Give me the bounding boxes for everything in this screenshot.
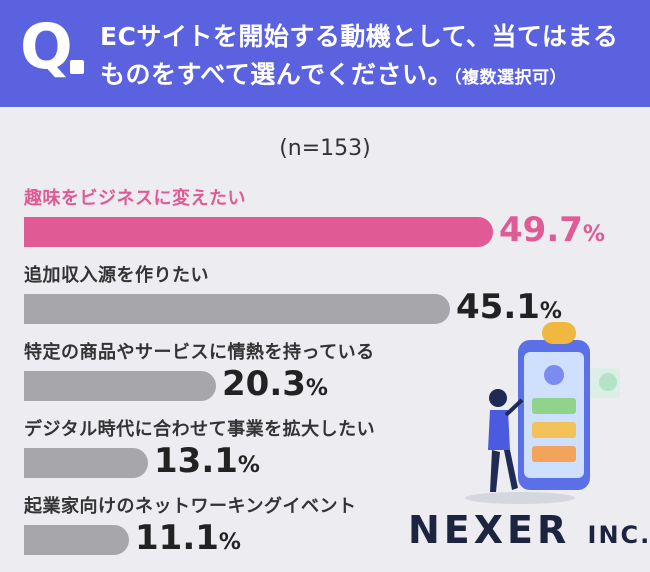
category-label: 起業家向けのネットワーキングイベント (24, 496, 357, 517)
value-label: 45.1% (456, 290, 562, 324)
question-text: ECサイトを開始する動機として、当てはまる ものをすべて選んでください。（複数選… (100, 18, 640, 97)
question-line-1: ECサイトを開始する動機として、当てはまる (100, 22, 619, 51)
q-mark-dot (70, 60, 84, 74)
value-number: 45.1 (456, 287, 540, 327)
percent-sign: % (237, 453, 260, 478)
value-label: 49.7% (499, 213, 605, 247)
bar (24, 448, 148, 478)
bar (24, 294, 450, 324)
percent-sign: % (305, 376, 328, 401)
nexer-logo: NEXER INC. (408, 508, 650, 552)
percent-sign: % (582, 222, 605, 247)
value-number: 11.1 (135, 518, 219, 558)
q-mark: Q (20, 10, 73, 83)
percent-sign: % (218, 530, 241, 555)
bar (24, 371, 216, 401)
question-line-2: ものをすべて選んでください。（複数選択可） (100, 56, 640, 97)
question-note: （複数選択可） (453, 68, 568, 88)
question-line-2-main: ものをすべて選んでください。 (100, 60, 454, 89)
category-label: 特定の商品やサービスに情熱を持っている (24, 342, 375, 363)
category-label: 趣味をビジネスに変えたい (24, 188, 246, 209)
category-label: デジタル時代に合わせて事業を拡大したい (24, 419, 376, 440)
value-number: 49.7 (499, 210, 583, 250)
cloud-icon (542, 322, 576, 344)
woman-figure (489, 389, 507, 407)
value-label: 11.1% (135, 521, 241, 555)
value-label: 20.3% (222, 367, 328, 401)
logo-suffix: INC. (587, 521, 650, 549)
value-label: 13.1% (154, 444, 260, 478)
value-number: 20.3 (222, 364, 306, 404)
sample-size: (n=153) (279, 136, 371, 161)
bar (24, 525, 129, 555)
question-header: Q ECサイトを開始する動機として、当てはまる ものをすべて選んでください。（複… (0, 0, 650, 107)
bar (24, 217, 493, 247)
logo-name: NEXER (408, 508, 571, 552)
category-label: 追加収入源を作りたい (24, 265, 209, 286)
percent-sign: % (539, 299, 562, 324)
value-number: 13.1 (154, 441, 238, 481)
ecommerce-illustration (465, 322, 620, 504)
